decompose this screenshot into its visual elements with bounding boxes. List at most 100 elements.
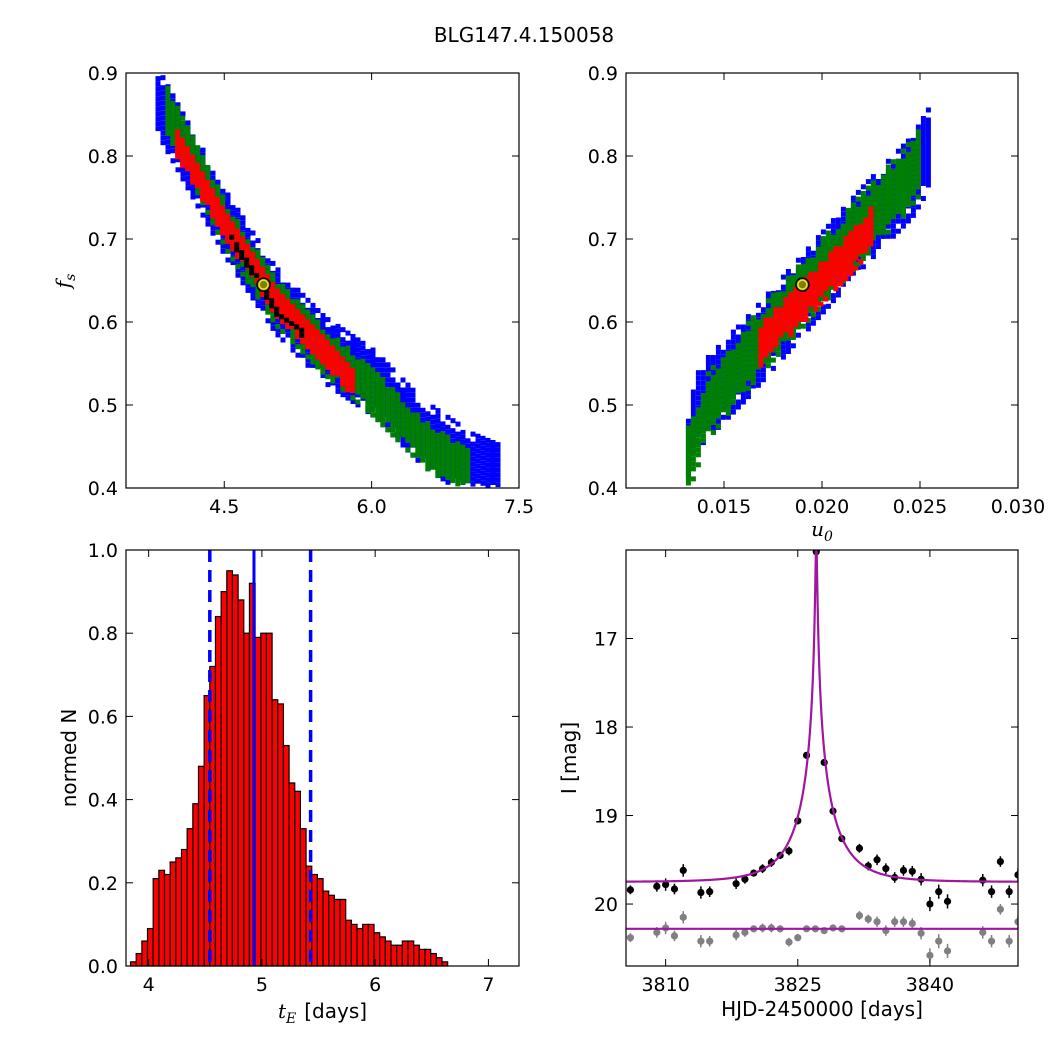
density-cell bbox=[480, 465, 486, 471]
density-cell bbox=[808, 271, 814, 277]
density-cell bbox=[900, 178, 906, 184]
density-cell bbox=[255, 269, 261, 275]
density-cell bbox=[495, 482, 501, 488]
model-curve bbox=[626, 550, 1018, 883]
x-tick-label: 0.015 bbox=[697, 496, 751, 518]
density-cell bbox=[315, 308, 321, 313]
density-cell bbox=[455, 461, 461, 467]
density-cell bbox=[445, 479, 451, 485]
density-cell bbox=[235, 212, 241, 218]
density-cell bbox=[385, 382, 391, 388]
density-cell bbox=[485, 457, 491, 463]
density-cell bbox=[695, 462, 701, 468]
best-fit-marker-ring bbox=[258, 279, 269, 290]
density-cell bbox=[180, 147, 186, 153]
density-cell bbox=[730, 354, 736, 360]
axes-frame bbox=[125, 72, 520, 489]
density-cell bbox=[465, 468, 471, 474]
density-cell bbox=[838, 261, 844, 267]
density-cell bbox=[345, 346, 351, 352]
density-cell bbox=[230, 246, 236, 252]
density-cell bbox=[795, 269, 801, 275]
density-cell bbox=[730, 409, 736, 415]
density-cell bbox=[715, 378, 721, 384]
density-cell bbox=[210, 188, 216, 194]
density-cell bbox=[758, 352, 764, 358]
density-cell bbox=[370, 357, 376, 363]
density-cell bbox=[240, 215, 246, 221]
density-cell bbox=[460, 444, 466, 450]
density-cell bbox=[785, 275, 791, 281]
density-cell bbox=[425, 466, 431, 472]
density-cell bbox=[840, 216, 846, 222]
density-cell bbox=[810, 312, 816, 318]
density-cell bbox=[210, 170, 216, 176]
density-cell bbox=[185, 180, 191, 186]
density-cell bbox=[848, 246, 854, 252]
density-cell bbox=[710, 355, 716, 360]
density-cell bbox=[790, 275, 796, 280]
density-cell bbox=[245, 227, 251, 233]
density-cell bbox=[330, 360, 336, 366]
density-cell bbox=[685, 418, 691, 424]
density-cell bbox=[365, 388, 371, 393]
density-cell bbox=[810, 315, 816, 321]
density-cell bbox=[270, 287, 276, 293]
density-cell bbox=[440, 426, 446, 432]
density-cell bbox=[284, 317, 290, 323]
density-cell bbox=[755, 319, 761, 325]
density-cell bbox=[325, 382, 331, 388]
density-cell bbox=[235, 253, 241, 259]
density-cell bbox=[425, 421, 431, 427]
density-cell bbox=[245, 244, 251, 250]
density-cell bbox=[405, 397, 411, 403]
density-cell bbox=[853, 235, 859, 241]
residual-point bbox=[917, 929, 925, 937]
density-cell bbox=[465, 478, 471, 484]
density-cell bbox=[725, 350, 731, 356]
density-cell bbox=[205, 221, 211, 227]
density-cell bbox=[765, 358, 771, 364]
density-cell bbox=[895, 148, 901, 154]
density-cell bbox=[865, 179, 871, 185]
density-cell bbox=[868, 241, 874, 247]
density-cell bbox=[730, 404, 736, 410]
density-cell bbox=[455, 431, 461, 437]
density-cell bbox=[200, 212, 206, 218]
histogram-bar bbox=[441, 961, 449, 967]
density-cell bbox=[305, 362, 311, 368]
data-point bbox=[785, 847, 793, 855]
density-cell bbox=[750, 383, 756, 389]
density-cell bbox=[185, 125, 191, 131]
density-cell bbox=[410, 417, 416, 423]
density-cell bbox=[740, 399, 746, 405]
density-cell bbox=[730, 384, 736, 390]
density-cell bbox=[880, 184, 886, 190]
density-cell bbox=[768, 317, 774, 323]
axes-frame bbox=[125, 549, 520, 967]
data-point bbox=[626, 886, 635, 894]
density-cell bbox=[270, 272, 276, 278]
density-cell bbox=[838, 251, 844, 257]
density-cell bbox=[380, 387, 386, 393]
density-cell bbox=[175, 134, 181, 140]
density-cell bbox=[245, 287, 251, 293]
density-cell bbox=[190, 135, 196, 141]
density-cell bbox=[798, 301, 804, 307]
density-cell bbox=[230, 241, 236, 247]
density-cell bbox=[740, 324, 746, 330]
density-cell bbox=[385, 397, 391, 403]
y-tick-label: 0.9 bbox=[588, 63, 618, 85]
density-cell bbox=[425, 411, 431, 417]
density-cell bbox=[440, 441, 446, 447]
density-cell bbox=[350, 360, 356, 366]
density-cell bbox=[365, 368, 371, 373]
density-cell bbox=[860, 211, 866, 216]
density-cell bbox=[740, 366, 746, 372]
density-cell bbox=[490, 450, 496, 455]
residual-point bbox=[943, 947, 952, 955]
density-cell bbox=[920, 146, 926, 151]
density-cell bbox=[720, 357, 726, 363]
density-cell bbox=[440, 436, 446, 442]
density-cell bbox=[370, 387, 376, 393]
